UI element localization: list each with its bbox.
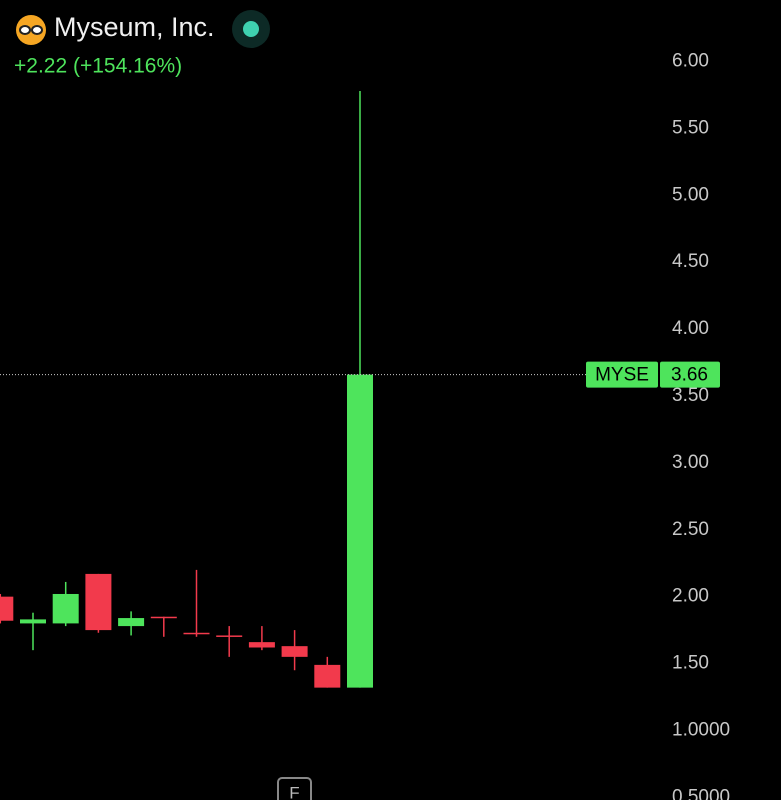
candle-body [281,646,308,657]
price-label: 3.66 [671,365,708,386]
candle-body [216,635,243,637]
candle-body [52,593,79,624]
marker-label[interactable]: F [289,783,299,800]
y-tick-label: 6.00 [672,51,709,72]
candle-body [20,619,46,624]
candle-body [314,664,341,688]
candle-body [0,596,14,621]
y-tick-label: 2.00 [672,586,709,607]
candle-body [118,618,145,627]
title: Myseum, Inc. [54,12,215,42]
logo-eye [31,25,43,35]
change: +2.22 (+154.16%) [14,55,182,78]
price-tag [660,361,720,388]
candle-body [183,632,210,635]
y-tick-label: 2.50 [672,519,709,540]
y-tick-label: 0.5000 [672,786,730,800]
logo-eye [19,25,31,35]
y-tick-label: 3.00 [672,452,709,473]
y-tick-label: 1.0000 [672,719,730,740]
ticker-tag [586,361,658,388]
candle-body [85,573,112,631]
marker-box[interactable] [277,777,312,800]
y-tick-label: 4.50 [672,251,709,272]
y-tick-label: 5.50 [672,117,709,138]
candle-body [150,616,177,619]
y-tick-label: 3.50 [672,385,709,406]
status-dot [243,21,259,37]
candle-body [248,642,275,648]
y-tick-label: 4.00 [672,318,709,339]
candle-body [347,374,373,688]
y-tick-label: 5.00 [672,184,709,205]
y-tick-label: 1.50 [672,653,709,674]
ticker-label: MYSE [595,365,649,386]
header: Myseum, Inc. +2.22 (+154.16%) [14,10,270,78]
marker[interactable]: F [277,777,312,800]
